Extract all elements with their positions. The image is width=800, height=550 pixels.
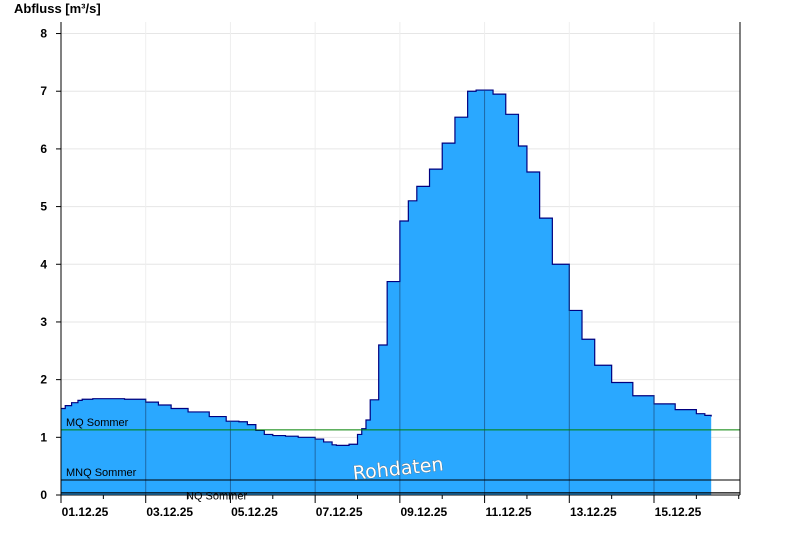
y-tick-label: 0 (40, 488, 47, 502)
reference-label: MQ Sommer (66, 417, 129, 429)
tick-labels: 0 1 2 3 4 5 6 7 8 01.12.25 03.12.25 05.12.25 07.12.2… (40, 27, 701, 519)
reference-label: MNQ Sommer (66, 467, 137, 479)
x-tick-label: 03.12.25 (146, 505, 193, 519)
y-axis-title: Abfluss [m³/s] (14, 1, 101, 16)
reference-label: NQ Sommer (186, 491, 247, 503)
x-tick-label: 07.12.25 (316, 505, 363, 519)
x-tick-label: 01.12.25 (62, 505, 109, 519)
x-tick-label: 11.12.25 (486, 505, 532, 519)
y-tick-label: 4 (40, 257, 47, 271)
y-tick-label: 6 (40, 142, 47, 156)
x-tick-label: 09.12.25 (401, 505, 448, 519)
axes (56, 22, 741, 503)
x-tick-label: 15.12.25 (655, 505, 702, 519)
y-tick-label: 8 (40, 27, 47, 41)
y-tick-label: 3 (40, 315, 47, 329)
date-vertical-lines (145, 90, 655, 495)
y-tick-label: 7 (40, 84, 47, 98)
discharge-area (61, 90, 712, 495)
y-tick-label: 1 (40, 430, 47, 444)
x-tick-label: 13.12.25 (570, 505, 617, 519)
y-tick-label: 5 (40, 200, 47, 214)
y-tick-label: 2 (40, 373, 47, 387)
reference-lines: MQ Sommer MNQ Sommer NQ Sommer (61, 417, 740, 503)
x-tick-label: 05.12.25 (231, 505, 278, 519)
